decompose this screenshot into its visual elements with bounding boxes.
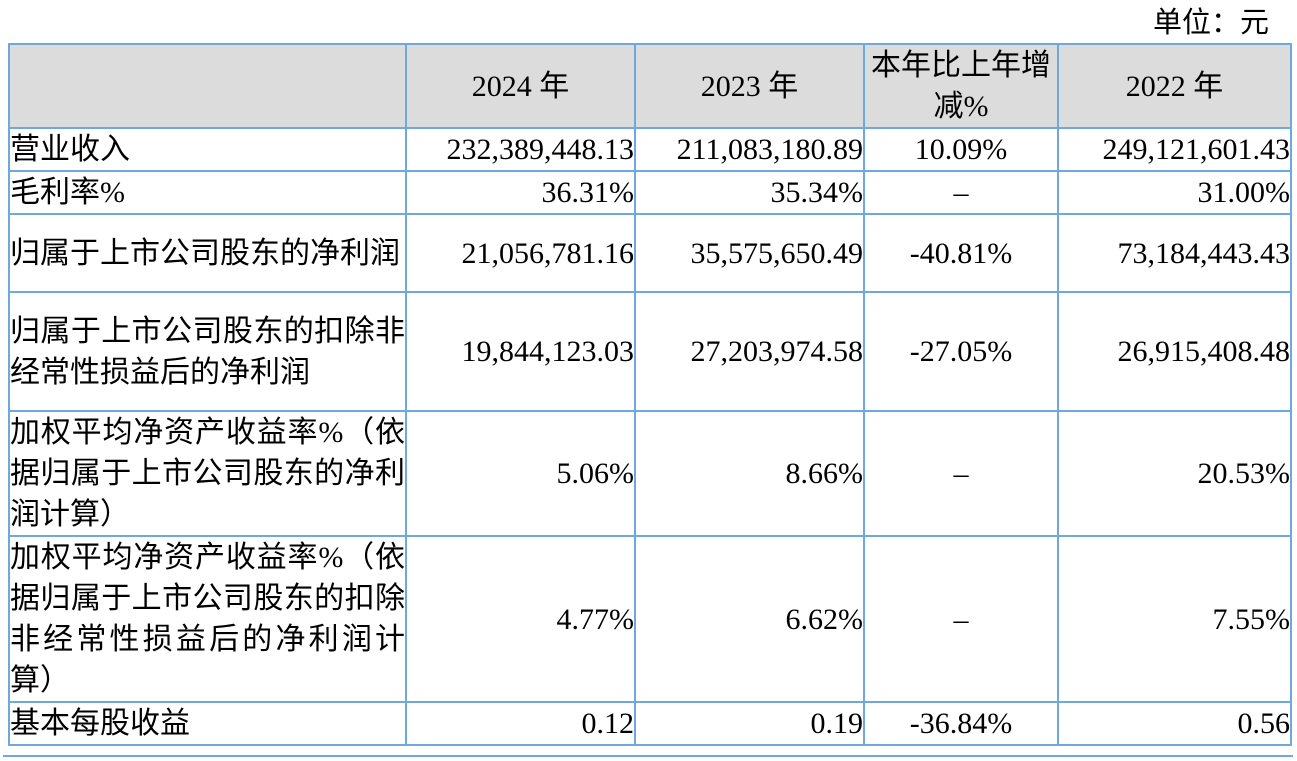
row-label: 加权平均净资产收益率%（依据归属于上市公司股东的扣除非经常性损益后的净利润计算）: [8, 535, 407, 703]
cell-yoy-change: -27.05%: [863, 291, 1059, 412]
header-row: 2024 年 2023 年 本年比上年增减% 2022 年: [8, 43, 1292, 129]
row-label: 归属于上市公司股东的扣除非经常性损益后的净利润: [8, 291, 407, 412]
cell-2022: 249,121,601.43: [1057, 127, 1292, 172]
header-cell-2022: 2022 年: [1057, 43, 1292, 129]
cell-2024: 19,844,123.03: [405, 291, 636, 412]
cell-2022: 7.55%: [1057, 535, 1292, 703]
header-cell-yoy-change: 本年比上年增减%: [863, 43, 1059, 129]
cell-2023: 0.19: [634, 701, 865, 746]
cell-yoy-change: -36.84%: [863, 701, 1059, 746]
cell-2022: 0.56: [1057, 701, 1292, 746]
cell-2023: 6.62%: [634, 535, 865, 703]
table-row-revenue: 营业收入 232,389,448.13 211,083,180.89 10.09…: [8, 127, 1292, 172]
header-cell-blank: [8, 43, 407, 129]
cell-yoy-change: –: [863, 535, 1059, 703]
bottom-horizontal-rule: [3, 755, 1293, 757]
cell-2024: 36.31%: [405, 170, 636, 215]
table-row-net-profit: 归属于上市公司股东的净利润 21,056,781.16 35,575,650.4…: [8, 213, 1292, 293]
row-label: 营业收入: [8, 127, 407, 172]
table-row-roe-weighted: 加权平均净资产收益率%（依据归属于上市公司股东的净利润计算） 5.06% 8.6…: [8, 410, 1292, 537]
unit-label: 单位：元: [1152, 7, 1269, 39]
cell-2024: 232,389,448.13: [405, 127, 636, 172]
table-row-basic-eps: 基本每股收益 0.12 0.19 -36.84% 0.56: [8, 701, 1292, 746]
row-label: 归属于上市公司股东的净利润: [8, 213, 407, 293]
cell-2022: 20.53%: [1057, 410, 1292, 537]
cell-2023: 211,083,180.89: [634, 127, 865, 172]
header-cell-2024: 2024 年: [405, 43, 636, 129]
cell-yoy-change: –: [863, 410, 1059, 537]
table-row-net-profit-deducted: 归属于上市公司股东的扣除非经常性损益后的净利润 19,844,123.03 27…: [8, 291, 1292, 412]
cell-2024: 4.77%: [405, 535, 636, 703]
row-label: 加权平均净资产收益率%（依据归属于上市公司股东的净利润计算）: [8, 410, 407, 537]
cell-2023: 35,575,650.49: [634, 213, 865, 293]
cell-yoy-change: -40.81%: [863, 213, 1059, 293]
row-label: 基本每股收益: [8, 701, 407, 746]
row-label: 毛利率%: [8, 170, 407, 215]
financial-summary-table: 2024 年 2023 年 本年比上年增减% 2022 年 营业收入 232,3…: [8, 43, 1292, 746]
cell-2022: 26,915,408.48: [1057, 291, 1292, 412]
table-row-gross-margin: 毛利率% 36.31% 35.34% – 31.00%: [8, 170, 1292, 215]
cell-2023: 27,203,974.58: [634, 291, 865, 412]
cell-2024: 0.12: [405, 701, 636, 746]
cell-2024: 5.06%: [405, 410, 636, 537]
cell-2023: 8.66%: [634, 410, 865, 537]
cell-2024: 21,056,781.16: [405, 213, 636, 293]
table-row-roe-weighted-deducted: 加权平均净资产收益率%（依据归属于上市公司股东的扣除非经常性损益后的净利润计算）…: [8, 535, 1292, 703]
cell-2023: 35.34%: [634, 170, 865, 215]
header-cell-2023: 2023 年: [634, 43, 865, 129]
cell-yoy-change: –: [863, 170, 1059, 215]
cell-2022: 73,184,443.43: [1057, 213, 1292, 293]
cell-yoy-change: 10.09%: [863, 127, 1059, 172]
cell-2022: 31.00%: [1057, 170, 1292, 215]
